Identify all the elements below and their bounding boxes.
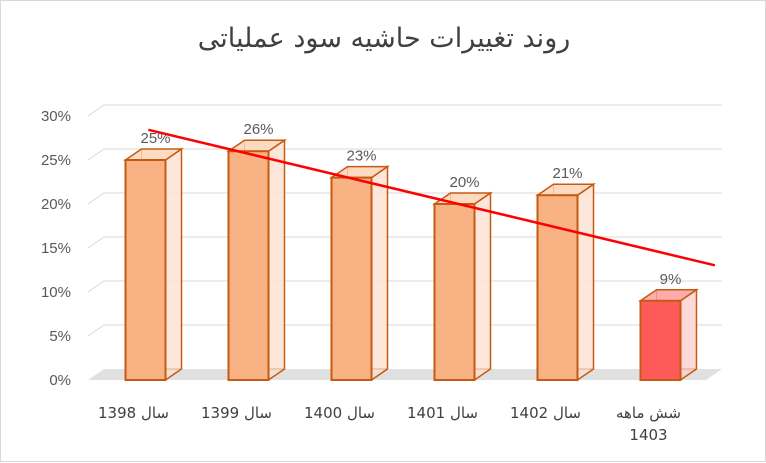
bar xyxy=(123,147,184,382)
gridline xyxy=(87,148,722,161)
x-tick-label: سال 1400 xyxy=(304,404,375,422)
gridline xyxy=(87,324,722,337)
bar-front-face xyxy=(330,176,373,381)
y-tick-label: 25% xyxy=(41,152,71,169)
trendline xyxy=(148,128,716,267)
data-label: 21% xyxy=(552,165,582,182)
gridline xyxy=(87,236,722,249)
x-tick-label: سال 1398 xyxy=(98,404,169,422)
data-label: 23% xyxy=(346,148,376,165)
bar xyxy=(535,182,596,382)
bar xyxy=(638,288,699,382)
bar-side-face xyxy=(267,138,286,382)
y-tick-label: 30% xyxy=(41,108,71,125)
gridline xyxy=(87,280,722,293)
bar-front-face xyxy=(536,194,579,381)
y-tick-label: 15% xyxy=(41,240,71,257)
bar-side-face xyxy=(679,288,698,382)
bar xyxy=(329,165,390,382)
gridline xyxy=(87,192,722,205)
data-label: 20% xyxy=(449,174,479,191)
y-tick-label: 10% xyxy=(41,284,71,301)
floor-plane xyxy=(88,369,722,380)
y-tick-label: 20% xyxy=(41,196,71,213)
bar-front-face xyxy=(227,150,270,381)
bar-front-face xyxy=(124,159,167,381)
x-tick-label: شش ماهه xyxy=(616,404,681,422)
y-tick-label: 5% xyxy=(49,328,71,345)
x-tick-label: 1403 xyxy=(629,426,667,444)
bar xyxy=(432,191,493,382)
data-label: 26% xyxy=(243,121,273,138)
x-tick-label: سال 1402 xyxy=(510,404,581,422)
bar-side-face xyxy=(164,147,183,382)
x-tick-label: سال 1399 xyxy=(201,404,272,422)
bar-front-face xyxy=(433,203,476,381)
bar-front-face xyxy=(639,299,682,381)
bar-side-face xyxy=(370,165,389,382)
x-tick-label: سال 1401 xyxy=(407,404,478,422)
chart-title: روند تغییرات حاشیه سود عملیاتی xyxy=(197,23,571,54)
y-tick-label: 0% xyxy=(49,372,71,389)
data-label: 9% xyxy=(660,271,682,288)
bar-side-face xyxy=(473,191,492,382)
bar-side-face xyxy=(576,182,595,382)
gridline xyxy=(87,104,722,117)
bar xyxy=(226,138,287,382)
